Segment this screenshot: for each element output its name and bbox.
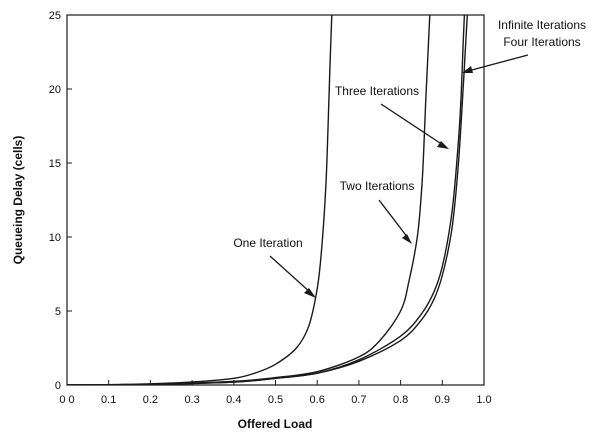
annotation-infinite-iterations: Infinite Iterations — [498, 18, 586, 32]
x-tick-label: 0.6 — [310, 394, 325, 406]
series-one-iteration — [67, 15, 333, 385]
y-tick-label: 25 — [49, 10, 61, 22]
arrowhead-one-iteration — [304, 288, 316, 298]
series-three-iterations — [67, 15, 466, 385]
annotation-two-iterations: Two Iterations — [340, 179, 415, 193]
x-tick-label: 1.0 — [476, 394, 491, 406]
x-tick-label: 0.9 — [435, 394, 450, 406]
arrowhead-two-iterations — [402, 234, 412, 244]
x-tick-label: 0.3 — [184, 394, 199, 406]
annotation-four-iterations: Four Iterations — [503, 35, 580, 49]
x-tick-label: 0.8 — [393, 394, 408, 406]
x-tick-label: 0.1 — [101, 394, 116, 406]
annotation-three-iterations: Three Iterations — [335, 84, 419, 98]
arrowhead-four-iterations — [462, 66, 473, 73]
y-axis: 0 5 10 15 20 25 — [49, 10, 72, 392]
x-tick-label: 0 0 — [59, 394, 74, 406]
x-tick-label: 0.7 — [351, 394, 366, 406]
y-axis-title: Queueing Delay (cells) — [11, 136, 25, 265]
x-tick-label: 0.4 — [226, 394, 241, 406]
x-tick-label: 0.5 — [268, 394, 283, 406]
series-infinite-four-iterations — [67, 15, 468, 385]
series-layer — [67, 15, 468, 385]
arrow-four-iterations — [467, 54, 529, 72]
x-axis-title: Offered Load — [238, 417, 313, 431]
series-two-iterations — [67, 15, 431, 385]
annotation-one-iteration: One Iteration — [233, 236, 302, 250]
y-tick-label: 15 — [49, 158, 61, 170]
arrow-three-iterations — [380, 103, 444, 146]
x-tick-label: 0.2 — [143, 394, 158, 406]
x-axis: 0 0 0.1 0.2 0.3 0.4 0.5 0.6 0.7 0.8 0.9 1.0 — [59, 380, 492, 406]
y-tick-label: 5 — [55, 306, 61, 318]
arrowhead-three-iterations — [437, 141, 449, 149]
y-tick-label: 10 — [49, 232, 61, 244]
y-tick-label: 0 — [55, 380, 61, 392]
arrow-two-iterations — [378, 199, 409, 239]
annotation-arrows — [269, 54, 529, 298]
arrow-one-iteration — [269, 255, 312, 294]
y-tick-label: 20 — [49, 84, 61, 96]
